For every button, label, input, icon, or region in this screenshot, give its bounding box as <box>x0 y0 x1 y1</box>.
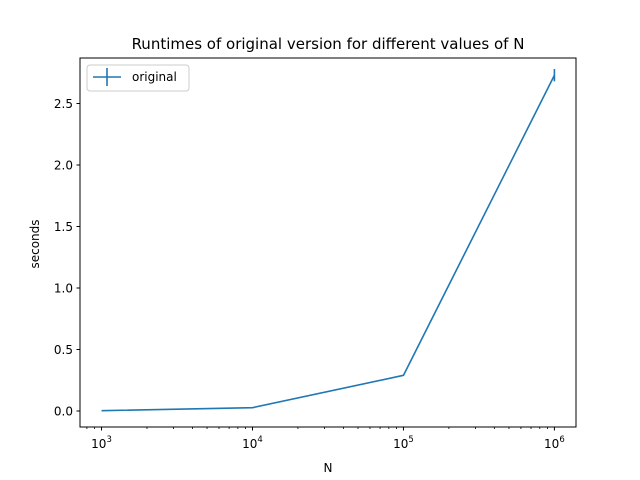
x-tick-label-0: 103 <box>91 435 112 451</box>
series-line-original <box>101 74 556 412</box>
legend-label-original: original <box>132 70 177 84</box>
plot-area-frame <box>79 57 577 428</box>
series-layer <box>101 69 556 412</box>
legend: original <box>86 64 190 92</box>
x-tick-label-exponent-1: 4 <box>257 435 262 445</box>
y-tick-label-4: 2.0 <box>54 159 73 173</box>
x-tick-label-1: 104 <box>242 435 263 451</box>
x-tick-label-exponent-2: 5 <box>408 435 413 445</box>
x-tick-label-base-3: 10 <box>544 437 559 451</box>
y-tick-label-0: 0.0 <box>54 405 73 419</box>
x-tick-label-exponent-3: 6 <box>559 435 564 445</box>
x-tick-label-2: 105 <box>393 435 414 451</box>
x-axis-label: N <box>324 461 333 475</box>
x-tick-label-base-0: 10 <box>91 437 106 451</box>
chart-title: Runtimes of original version for differe… <box>132 35 525 53</box>
y-tick-label-3: 1.5 <box>54 220 73 234</box>
x-tick-label-base-1: 10 <box>242 437 257 451</box>
x-tick-label-base-2: 10 <box>393 437 408 451</box>
y-tick-label-5: 2.5 <box>54 97 73 111</box>
y-axis-label: seconds <box>28 219 42 268</box>
legend-box <box>86 64 190 92</box>
x-tick-label-exponent-0: 3 <box>106 435 111 445</box>
y-tick-label-1: 0.5 <box>54 343 73 357</box>
x-tick-label-3: 106 <box>544 435 565 451</box>
y-tick-label-2: 1.0 <box>54 282 73 296</box>
